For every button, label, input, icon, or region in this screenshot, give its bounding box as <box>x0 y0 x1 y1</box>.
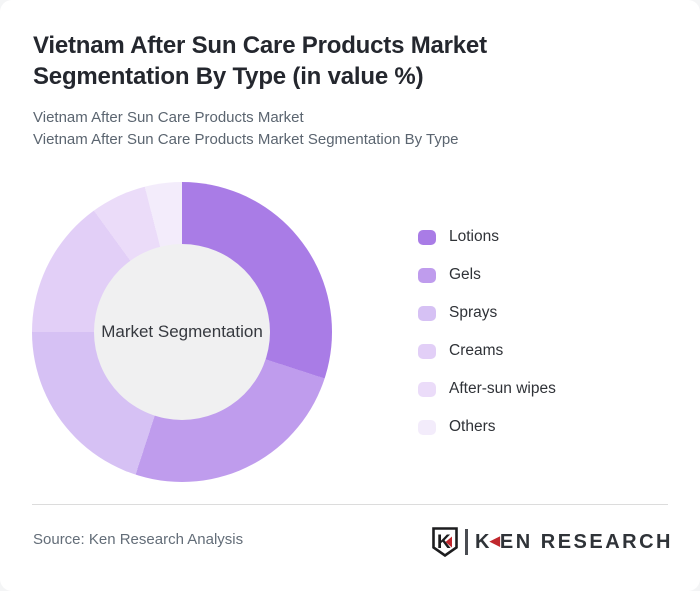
legend-label: Others <box>449 418 496 435</box>
legend-swatch <box>418 267 436 283</box>
footer-divider <box>32 504 668 505</box>
legend-label: Sprays <box>449 304 498 321</box>
legend-item-creams: Creams <box>418 342 556 360</box>
donut-center-label: Market Segmentation <box>101 322 263 341</box>
legend-label: Lotions <box>449 228 499 245</box>
logo-divider-bar <box>465 529 468 555</box>
donut-chart: Market Segmentation <box>32 182 332 482</box>
logo-shield-triangle <box>445 536 453 548</box>
chart-legend: Lotions Gels Sprays Creams After-sun wipes Ot… <box>418 228 556 436</box>
legend-swatch <box>418 229 436 245</box>
legend-label: Creams <box>449 342 504 359</box>
source-text: Source: Ken Research Analysis <box>33 531 244 548</box>
legend-swatch <box>418 381 436 397</box>
page-title: Vietnam After Sun Care Products Market S… <box>33 32 487 90</box>
legend-item-after-sun-wipes: After-sun wipes <box>418 380 556 398</box>
legend-label: Gels <box>449 266 481 283</box>
donut-center: Market Segmentation <box>94 244 270 420</box>
legend-swatch <box>418 419 436 435</box>
logo-wordmark: K ◀ EN RESEARCH <box>475 531 673 554</box>
logo-wordmark-k: K <box>474 530 492 553</box>
logo-shield-icon: K <box>432 527 459 557</box>
legend-item-gels: Gels <box>418 266 556 284</box>
ken-research-logo: K K ◀ EN RESEARCH <box>432 527 673 557</box>
svg-text:K: K <box>437 532 451 553</box>
subtitle-line-2: Vietnam After Sun Care Products Market S… <box>33 131 459 148</box>
legend-swatch <box>418 343 436 359</box>
legend-item-sprays: Sprays <box>418 304 556 322</box>
subtitle-block: Vietnam After Sun Care Products Market V… <box>33 107 459 151</box>
logo-wordmark-rest: EN RESEARCH <box>499 530 673 553</box>
subtitle-line-1: Vietnam After Sun Care Products Market <box>33 109 304 126</box>
legend-swatch <box>418 305 436 321</box>
legend-label: After-sun wipes <box>449 380 556 397</box>
legend-item-lotions: Lotions <box>418 228 556 246</box>
logo-red-triangle-icon: ◀ <box>489 533 500 548</box>
legend-item-others: Others <box>418 418 556 436</box>
